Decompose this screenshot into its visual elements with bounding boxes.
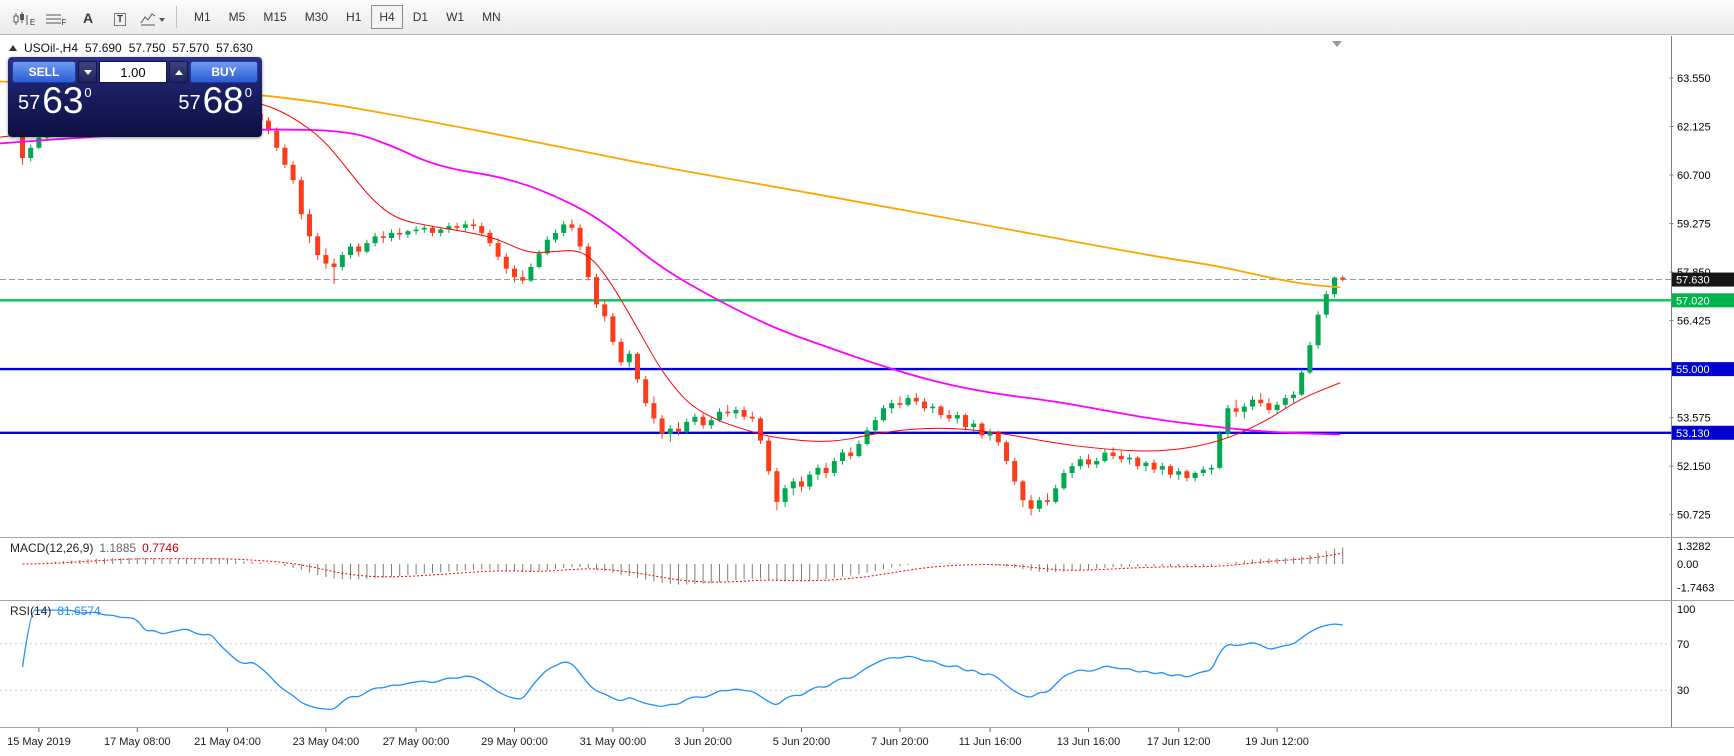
- pane-separator: [0, 727, 1734, 728]
- ohlc-close: 57.630: [216, 41, 253, 55]
- svg-text:21 May 04:00: 21 May 04:00: [194, 736, 261, 748]
- rsi-pane-canvas[interactable]: 100 70 30: [0, 601, 1734, 727]
- one-click-panel-toggle-icon[interactable]: [9, 45, 17, 51]
- svg-text:23 May 04:00: 23 May 04:00: [293, 736, 360, 748]
- rsi-line: [21, 609, 1343, 711]
- ohlc-open: 57.690: [85, 41, 122, 55]
- buy-price-point: 0: [244, 85, 252, 100]
- svg-text:7 Jun 20:00: 7 Jun 20:00: [871, 736, 929, 748]
- sell-price-big-digits: 63: [42, 80, 84, 121]
- sell-price-prefix: 57: [18, 92, 41, 115]
- icon-sub-letter: F: [61, 18, 67, 27]
- tab-timeframe-m5[interactable]: M5: [228, 10, 246, 24]
- svg-text:52.150: 52.150: [1677, 461, 1711, 473]
- tab-timeframe-h1[interactable]: H1: [346, 10, 362, 24]
- pane-separator[interactable]: [0, 600, 1734, 601]
- svg-text:57.020: 57.020: [1676, 295, 1710, 307]
- tab-timeframe-m1[interactable]: M1: [194, 10, 211, 24]
- ma-medium-magenta: [0, 128, 1341, 436]
- icon-sub-letter: E: [29, 18, 36, 27]
- triangle-down-icon: [83, 69, 92, 75]
- svg-text:62.125: 62.125: [1677, 122, 1711, 134]
- scroll-position-marker: [1332, 41, 1342, 47]
- svg-text:31 May 00:00: 31 May 00:00: [580, 736, 647, 748]
- svg-text:0.00: 0.00: [1677, 559, 1698, 571]
- volume-decrease-button[interactable]: [78, 61, 97, 83]
- sell-price-point: 0: [84, 85, 92, 100]
- svg-text:3 Jun 20:00: 3 Jun 20:00: [674, 736, 732, 748]
- svg-text:50.725: 50.725: [1677, 510, 1711, 522]
- macd-label: MACD(12,26,9) 1.1885 0.7746: [10, 541, 179, 555]
- one-click-trading-panel: SELL BUY 57 63 0 57 68 0: [8, 57, 262, 137]
- ma-slow-orange: [0, 80, 1341, 289]
- volume-input[interactable]: [99, 61, 167, 83]
- svg-text:11 Jun 16:00: 11 Jun 16:00: [959, 736, 1022, 748]
- chevron-down-icon: [158, 18, 165, 22]
- macd-name: MACD(12,26,9): [10, 541, 94, 555]
- text-label-a-icon[interactable]: A: [82, 10, 94, 26]
- rsi-label: RSI(14) 81.6574: [10, 604, 101, 618]
- text-box-t-icon[interactable]: T: [104, 4, 136, 30]
- svg-text:5 Jun 20:00: 5 Jun 20:00: [773, 736, 831, 748]
- toolbar: E F A T M1 M5 M15 M30 H1 H4 D1 W1 MN: [0, 0, 1734, 35]
- svg-text:15 May 2019: 15 May 2019: [7, 736, 71, 748]
- svg-text:55.000: 55.000: [1676, 364, 1710, 376]
- buy-price-big-digits: 68: [202, 80, 244, 121]
- chart-symbol-title: USOil-,H4: [24, 41, 79, 55]
- svg-text:-1.7463: -1.7463: [1677, 583, 1714, 595]
- svg-text:63.550: 63.550: [1677, 73, 1711, 85]
- svg-text:56.425: 56.425: [1677, 316, 1711, 328]
- price-chart-canvas[interactable]: 63.55062.12560.70059.27557.85056.42555.0…: [0, 36, 1734, 537]
- tab-timeframe-d1[interactable]: D1: [412, 10, 429, 24]
- triangle-up-icon: [174, 69, 183, 75]
- rsi-value: 81.6574: [57, 604, 101, 618]
- macd-signal-value: 0.7746: [142, 541, 179, 555]
- svg-text:53.130: 53.130: [1676, 428, 1710, 440]
- svg-text:17 Jun 12:00: 17 Jun 12:00: [1147, 736, 1211, 748]
- macd-main-value: 1.1885: [99, 541, 137, 555]
- tab-timeframe-m15[interactable]: M15: [263, 10, 287, 24]
- volume-increase-button[interactable]: [169, 61, 188, 83]
- svg-text:70: 70: [1677, 639, 1689, 651]
- ma-fast-red: [0, 97, 1341, 452]
- chart-header: USOil-,H4 57.690 57.750 57.570 57.630: [9, 41, 253, 55]
- svg-text:59.275: 59.275: [1677, 219, 1711, 231]
- tab-timeframe-m30[interactable]: M30: [304, 10, 329, 24]
- buy-price-prefix: 57: [178, 92, 201, 115]
- tab-timeframe-h4[interactable]: H4: [371, 5, 403, 29]
- svg-text:1.3282: 1.3282: [1677, 541, 1711, 553]
- mini-candles-icon: [13, 12, 28, 25]
- tab-timeframe-w1[interactable]: W1: [446, 10, 465, 24]
- svg-text:100: 100: [1677, 604, 1695, 616]
- chart-shortcut-e-icon[interactable]: E: [8, 4, 40, 30]
- svg-text:30: 30: [1677, 685, 1689, 697]
- candles-group: [20, 81, 1346, 516]
- ohlc-low: 57.570: [172, 41, 210, 55]
- sell-button[interactable]: SELL: [12, 61, 76, 83]
- indicators-dropdown-icon[interactable]: [136, 4, 168, 30]
- svg-text:60.700: 60.700: [1677, 170, 1711, 182]
- svg-text:29 May 00:00: 29 May 00:00: [481, 736, 548, 748]
- sell-price-display[interactable]: 57 63 0: [18, 80, 92, 121]
- mini-lines-icon: [45, 14, 61, 24]
- time-axis[interactable]: 15 May 2019 17 May 08:00 21 May 04:00 23 Ma…: [0, 728, 1734, 756]
- tab-timeframe-mn[interactable]: MN: [482, 10, 501, 24]
- svg-text:13 Jun 16:00: 13 Jun 16:00: [1057, 736, 1121, 748]
- buy-price-display[interactable]: 57 68 0: [178, 80, 252, 121]
- svg-text:53.575: 53.575: [1677, 413, 1711, 425]
- svg-text:27 May 00:00: 27 May 00:00: [383, 736, 450, 748]
- toolbar-separator: [176, 6, 177, 28]
- template-shortcut-f-icon[interactable]: F: [40, 4, 72, 30]
- buy-button[interactable]: BUY: [190, 61, 258, 83]
- svg-text:57.630: 57.630: [1676, 275, 1710, 287]
- ohlc-high: 57.750: [128, 41, 166, 55]
- rsi-name: RSI(14): [10, 604, 52, 618]
- macd-signal-line: [22, 552, 1343, 583]
- macd-pane-canvas[interactable]: 1.3282 0.00 -1.7463: [0, 538, 1734, 600]
- svg-text:17 May 08:00: 17 May 08:00: [104, 736, 171, 748]
- mini-indicator-icon: [140, 13, 155, 26]
- pane-separator[interactable]: [0, 537, 1734, 538]
- svg-text:19 Jun 12:00: 19 Jun 12:00: [1245, 736, 1309, 748]
